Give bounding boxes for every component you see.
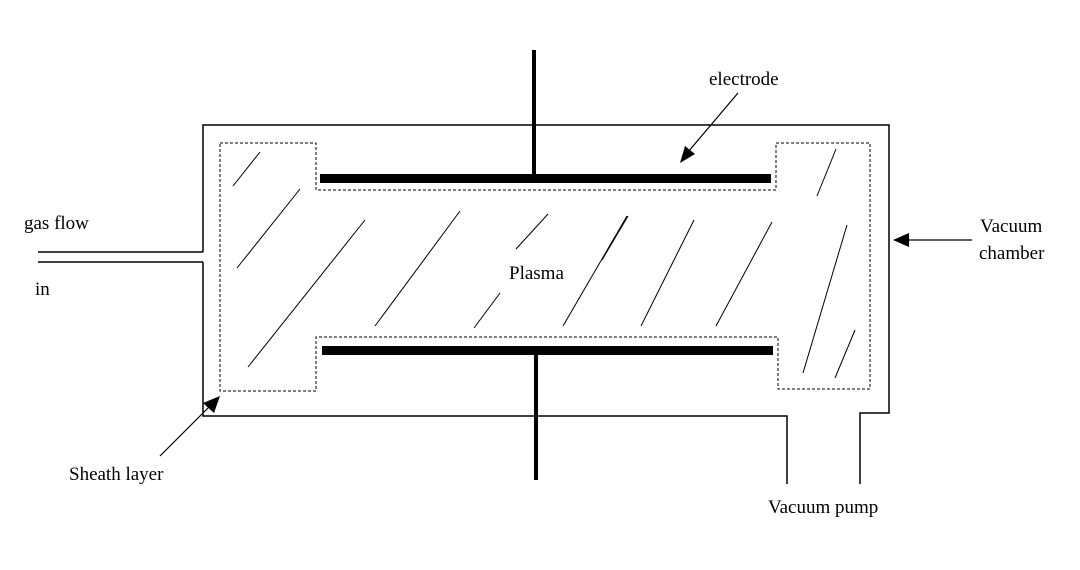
electrode-pointer-arrowhead <box>680 146 695 163</box>
sheath-layer-label: Sheath layer <box>69 464 164 485</box>
vacuum-pump-label: Vacuum pump <box>768 497 878 518</box>
sheath-layer-pointer-line <box>160 405 211 456</box>
chamber-wall-bottom-left <box>203 262 787 484</box>
gas-in-label: in <box>35 279 50 300</box>
gas-flow-label: gas flow <box>24 213 89 234</box>
electrode-label: electrode <box>709 69 779 90</box>
upper-electrode <box>320 174 771 183</box>
lower-electrode <box>322 346 773 355</box>
plasma-label: Plasma <box>509 263 564 284</box>
electrode-pointer-line <box>688 93 738 152</box>
vacuum-chamber-pointer-arrowhead <box>893 233 909 247</box>
chamber-label: chamber <box>979 243 1045 264</box>
vacuum-label: Vacuum <box>980 216 1042 237</box>
